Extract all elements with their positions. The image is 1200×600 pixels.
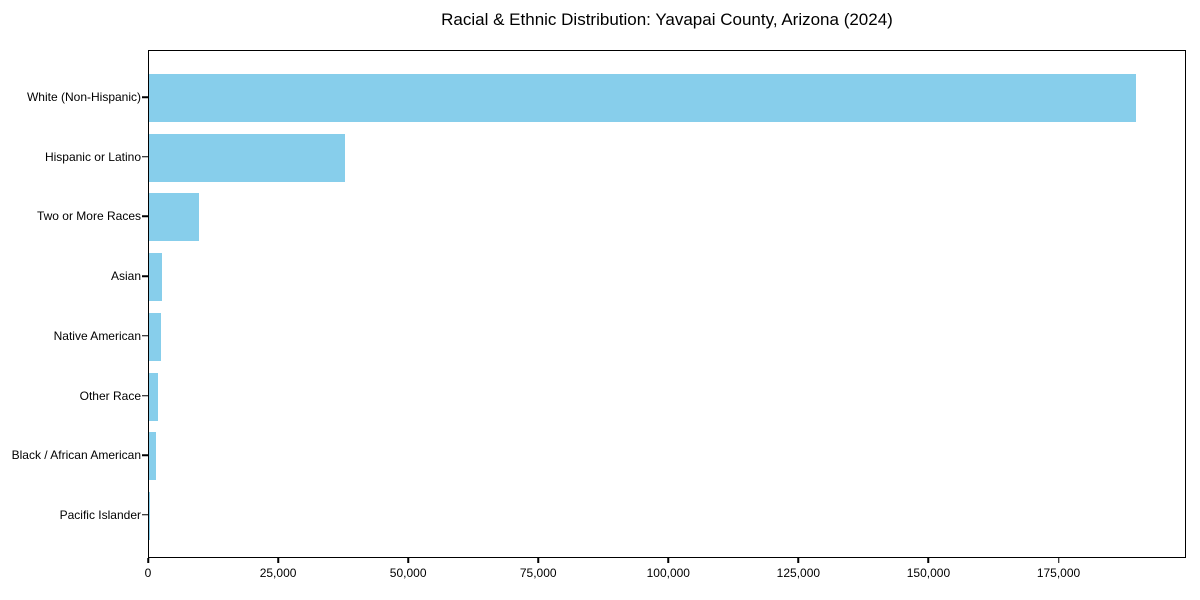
x-tick-mark — [1057, 558, 1060, 563]
chart-title: Racial & Ethnic Distribution: Yavapai Co… — [441, 10, 893, 29]
x-tick-mark — [797, 558, 800, 563]
x-tick-mark — [147, 558, 149, 563]
bar-two-or-more-races — [149, 193, 200, 242]
y-tick-mark — [142, 454, 148, 456]
x-tick-mark — [537, 558, 539, 563]
x-tick-label: 75,000 — [519, 566, 557, 580]
bar-hispanic-or-latino — [149, 133, 346, 182]
x-tick-label: 100,000 — [646, 566, 690, 580]
bar-white-non-hispanic — [149, 74, 1136, 122]
y-tick-mark — [142, 514, 148, 516]
y-tick-mark — [142, 215, 148, 218]
x-tick-label: 50,000 — [389, 566, 427, 580]
y-tick-label-two-or-more-races: Two or More Races — [36, 209, 141, 224]
plot-area — [148, 50, 1186, 558]
y-tick-label-hispanic-or-latino: Hispanic or Latino — [44, 149, 141, 164]
x-tick-mark — [277, 558, 279, 563]
x-tick-mark — [927, 558, 930, 563]
y-tick-label-black-african-american: Black / African American — [11, 448, 141, 463]
y-tick-label-native-american: Native American — [53, 328, 141, 343]
y-tick-mark — [142, 275, 148, 277]
y-tick-mark — [142, 155, 148, 158]
bar-pacific-islander — [149, 491, 150, 540]
bar-black-african-american — [149, 432, 156, 481]
y-tick-mark — [142, 96, 148, 98]
y-tick-mark — [142, 335, 148, 337]
y-tick-label-other-race: Other Race — [79, 388, 141, 403]
y-tick-label-asian: Asian — [110, 269, 141, 284]
bar-native-american — [149, 312, 162, 361]
x-tick-label: 125,000 — [776, 566, 821, 580]
x-tick-label: 25,000 — [259, 566, 297, 580]
y-tick-label-pacific-islander: Pacific Islander — [59, 507, 141, 522]
bar-other-race — [149, 372, 158, 421]
y-tick-label-white-non-hispanic: White (Non-Hispanic) — [26, 90, 141, 104]
x-tick-label: 0 — [144, 566, 152, 580]
x-tick-label: 150,000 — [906, 566, 951, 580]
x-tick-mark — [667, 558, 670, 563]
bar-asian — [149, 253, 162, 302]
x-tick-mark — [407, 558, 409, 563]
y-tick-mark — [142, 394, 148, 397]
x-tick-label: 175,000 — [1036, 566, 1081, 580]
